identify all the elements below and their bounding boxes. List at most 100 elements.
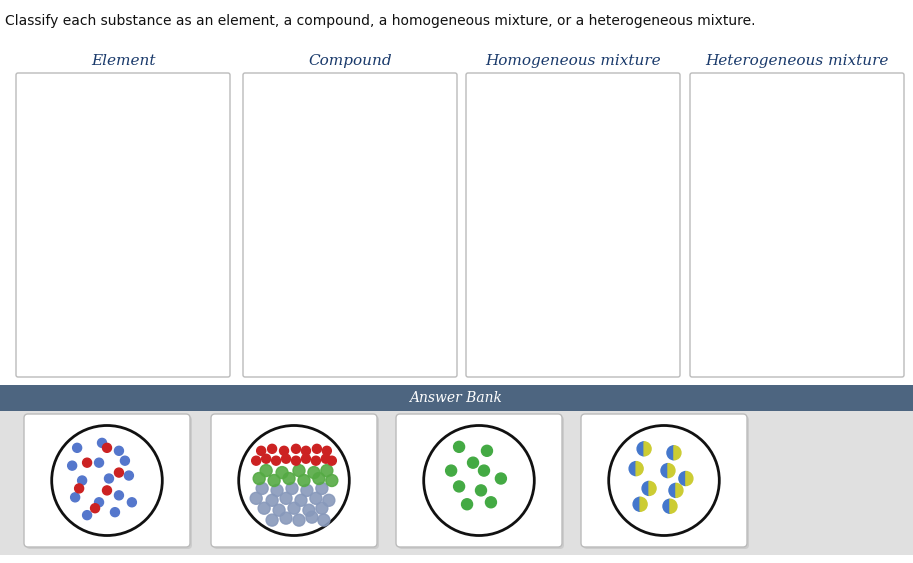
Circle shape bbox=[298, 475, 310, 486]
Circle shape bbox=[326, 475, 338, 486]
Circle shape bbox=[281, 454, 290, 463]
Wedge shape bbox=[642, 481, 649, 495]
Circle shape bbox=[310, 492, 322, 504]
Circle shape bbox=[286, 482, 298, 494]
Circle shape bbox=[316, 482, 328, 494]
Wedge shape bbox=[644, 442, 651, 456]
Wedge shape bbox=[637, 442, 644, 456]
Wedge shape bbox=[676, 484, 683, 497]
Circle shape bbox=[102, 486, 111, 495]
Circle shape bbox=[110, 508, 120, 517]
FancyBboxPatch shape bbox=[398, 416, 564, 549]
FancyBboxPatch shape bbox=[26, 416, 192, 549]
Circle shape bbox=[68, 461, 77, 470]
FancyBboxPatch shape bbox=[24, 414, 190, 547]
Circle shape bbox=[280, 512, 292, 524]
Circle shape bbox=[82, 511, 91, 520]
Circle shape bbox=[316, 502, 328, 514]
Circle shape bbox=[283, 472, 295, 485]
Circle shape bbox=[271, 484, 283, 497]
FancyBboxPatch shape bbox=[690, 73, 904, 377]
Circle shape bbox=[462, 499, 473, 510]
Circle shape bbox=[78, 476, 87, 485]
Text: Heterogeneous mixture: Heterogeneous mixture bbox=[706, 54, 888, 68]
Wedge shape bbox=[670, 499, 677, 513]
Circle shape bbox=[454, 481, 465, 492]
Circle shape bbox=[467, 457, 478, 468]
Circle shape bbox=[128, 498, 136, 507]
FancyBboxPatch shape bbox=[16, 73, 230, 377]
Ellipse shape bbox=[238, 426, 350, 535]
Wedge shape bbox=[636, 462, 643, 476]
Circle shape bbox=[481, 445, 492, 456]
Circle shape bbox=[311, 456, 320, 465]
Circle shape bbox=[312, 444, 321, 453]
Circle shape bbox=[252, 456, 261, 465]
Circle shape bbox=[496, 473, 507, 484]
Circle shape bbox=[320, 464, 333, 477]
Circle shape bbox=[323, 494, 335, 506]
Circle shape bbox=[486, 497, 497, 508]
Circle shape bbox=[266, 494, 278, 506]
Wedge shape bbox=[679, 472, 686, 485]
Circle shape bbox=[90, 504, 100, 513]
Wedge shape bbox=[649, 481, 656, 495]
Circle shape bbox=[98, 439, 107, 448]
Circle shape bbox=[276, 467, 289, 479]
Circle shape bbox=[124, 471, 133, 480]
Wedge shape bbox=[633, 497, 640, 511]
FancyBboxPatch shape bbox=[0, 385, 913, 411]
Circle shape bbox=[114, 468, 123, 477]
Wedge shape bbox=[667, 446, 674, 460]
Circle shape bbox=[70, 493, 79, 502]
Circle shape bbox=[262, 454, 270, 463]
Text: Answer Bank: Answer Bank bbox=[410, 391, 502, 405]
Circle shape bbox=[303, 504, 315, 516]
Ellipse shape bbox=[52, 426, 163, 535]
Circle shape bbox=[446, 465, 456, 476]
Circle shape bbox=[268, 444, 277, 453]
Wedge shape bbox=[686, 472, 693, 485]
Circle shape bbox=[258, 502, 270, 514]
Wedge shape bbox=[674, 446, 681, 460]
Wedge shape bbox=[661, 463, 668, 477]
Circle shape bbox=[293, 464, 305, 477]
Circle shape bbox=[301, 454, 310, 463]
Wedge shape bbox=[629, 462, 636, 476]
Wedge shape bbox=[668, 463, 675, 477]
Circle shape bbox=[318, 514, 330, 526]
Ellipse shape bbox=[609, 426, 719, 535]
Circle shape bbox=[114, 491, 123, 500]
Circle shape bbox=[266, 514, 278, 526]
Circle shape bbox=[82, 458, 91, 467]
FancyBboxPatch shape bbox=[583, 416, 749, 549]
FancyBboxPatch shape bbox=[213, 416, 379, 549]
Text: Classify each substance as an element, a compound, a homogeneous mixture, or a h: Classify each substance as an element, a… bbox=[5, 14, 755, 28]
FancyBboxPatch shape bbox=[396, 414, 562, 547]
Circle shape bbox=[313, 472, 325, 485]
Circle shape bbox=[257, 446, 266, 455]
Circle shape bbox=[328, 456, 336, 465]
Text: Compound: Compound bbox=[309, 54, 392, 68]
Wedge shape bbox=[640, 497, 647, 511]
Text: Homogeneous mixture: Homogeneous mixture bbox=[485, 54, 661, 68]
Circle shape bbox=[73, 443, 81, 452]
Circle shape bbox=[260, 464, 272, 477]
Circle shape bbox=[268, 475, 280, 486]
Ellipse shape bbox=[424, 426, 534, 535]
Circle shape bbox=[104, 474, 113, 483]
Circle shape bbox=[308, 467, 320, 479]
Circle shape bbox=[257, 482, 268, 494]
Circle shape bbox=[95, 458, 103, 467]
Circle shape bbox=[295, 494, 307, 506]
Circle shape bbox=[271, 456, 280, 465]
FancyBboxPatch shape bbox=[581, 414, 747, 547]
Circle shape bbox=[322, 446, 331, 455]
Circle shape bbox=[321, 454, 331, 463]
Circle shape bbox=[293, 514, 305, 526]
Circle shape bbox=[102, 443, 111, 452]
FancyBboxPatch shape bbox=[211, 414, 377, 547]
Circle shape bbox=[121, 456, 130, 465]
Circle shape bbox=[476, 485, 487, 496]
Circle shape bbox=[75, 484, 84, 493]
